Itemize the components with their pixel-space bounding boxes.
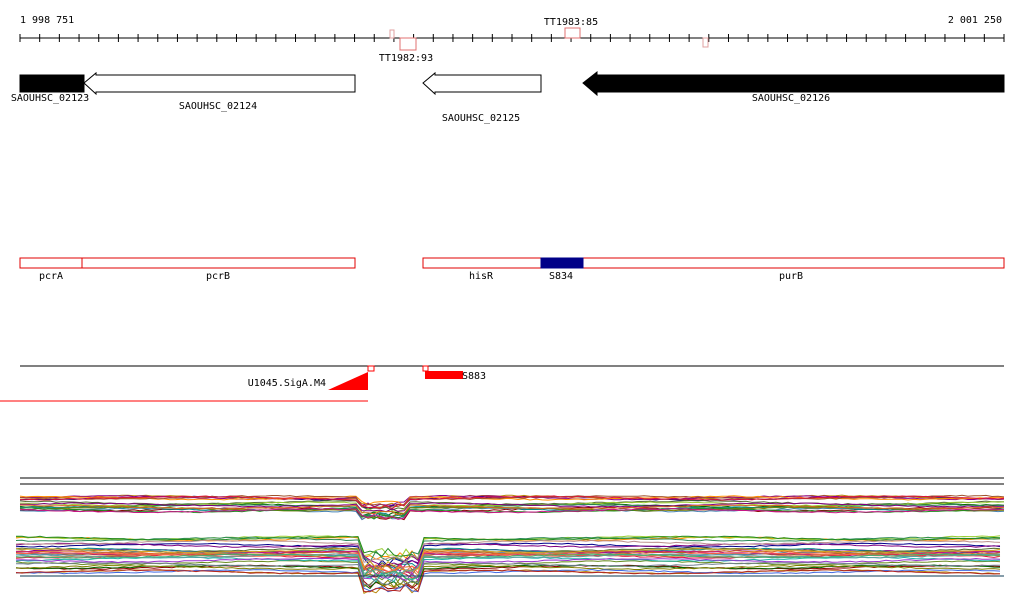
coordinate-ruler: 1 998 751 2 001 250 TT1983:85 TT1982:93	[19, 15, 1005, 64]
srna-tss-box[interactable]	[422, 365, 429, 372]
expression-profile-line	[20, 504, 1005, 516]
expression-profile-line	[15, 561, 1001, 586]
feature-track: U1045.SigA.M4 S883	[0, 365, 1004, 402]
expression-track	[15, 477, 1005, 595]
promoter-label: U1045.SigA.M4	[248, 378, 326, 389]
expression-profiles-group-top	[19, 494, 1005, 521]
expression-profile-line	[15, 568, 1001, 593]
ruler-ticks	[19, 34, 1005, 42]
terminator-marker-small[interactable]	[702, 37, 709, 48]
operon-right-box[interactable]	[422, 257, 1005, 269]
terminator-tt1982-box[interactable]	[399, 37, 417, 51]
promoter-u1045[interactable]: U1045.SigA.M4	[0, 365, 375, 402]
expression-profile-line	[15, 557, 1001, 582]
operon-gene-label-s834: S834	[549, 271, 573, 282]
expression-profile-line	[15, 547, 1001, 572]
expression-profile-line	[15, 551, 1001, 575]
ruler-start-label: 1 998 751	[20, 15, 74, 26]
expression-profile-line	[15, 539, 1001, 563]
expression-profile-line	[15, 542, 1001, 566]
gene-saouhsc-02124[interactable]: SAOUHSC_02124	[83, 71, 356, 112]
expression-profile-line	[15, 569, 1001, 595]
expression-profile-line	[19, 495, 1005, 510]
promoter-tss-box[interactable]	[367, 365, 375, 372]
expression-profile-line	[15, 553, 1001, 576]
gene-arrow[interactable]	[582, 70, 1005, 97]
expression-profile-line	[19, 507, 1005, 520]
gene-arrow[interactable]	[83, 71, 356, 96]
terminator-tt1982[interactable]: TT1982:93	[379, 37, 433, 64]
gene-label: SAOUHSC_02126	[752, 93, 830, 104]
promoter-triangle[interactable]	[328, 372, 368, 390]
gene-saouhsc-02125[interactable]: SAOUHSC_02125	[422, 71, 542, 124]
expression-profile-line	[15, 569, 1001, 593]
operon-gene-label-purb: purB	[779, 271, 803, 282]
gene-label: SAOUHSC_02124	[179, 101, 257, 112]
gene-saouhsc-02123[interactable]: SAOUHSC_02123	[11, 74, 89, 104]
gene-track: SAOUHSC_02123 SAOUHSC_02124 SAOUHSC_0212…	[11, 70, 1005, 124]
expression-profiles-group-bottom	[15, 535, 1001, 595]
expression-profile-line	[19, 502, 1005, 513]
operon-left-box[interactable]	[19, 257, 356, 269]
terminator-tt1983-box[interactable]	[564, 27, 581, 39]
terminator-tt1983[interactable]: TT1983:85	[544, 17, 598, 39]
terminator-tt1983-label: TT1983:85	[544, 17, 598, 28]
gene-saouhsc-02126[interactable]: SAOUHSC_02126	[582, 70, 1005, 104]
operon-gene-label-pcra: pcrA	[39, 271, 63, 282]
operon-gene-label-hisr: hisR	[469, 271, 494, 282]
srna-block[interactable]	[425, 371, 463, 379]
operon-gene-label-pcrb: pcrB	[206, 271, 230, 282]
expression-profile-line	[15, 564, 1001, 590]
gene-arrow[interactable]	[422, 71, 542, 96]
srna-s834-block[interactable]	[540, 257, 584, 269]
ruler-end-label: 2 001 250	[948, 15, 1002, 26]
gene-label: SAOUHSC_02123	[11, 93, 89, 104]
expression-profile-line	[15, 553, 1001, 580]
terminator-tt1982-label: TT1982:93	[379, 53, 433, 64]
expression-profile-line	[15, 535, 1001, 560]
srna-label: S883	[462, 371, 486, 382]
gene-label: SAOUHSC_02125	[442, 113, 520, 124]
expression-profile-line	[15, 542, 1001, 569]
terminator-marker-small[interactable]	[389, 29, 395, 39]
gene-arrow[interactable]	[19, 74, 85, 93]
srna-s883[interactable]: S883	[422, 365, 486, 382]
operon-track: pcrA pcrB hisR S834 purB	[19, 257, 1005, 282]
expression-profile-line	[15, 564, 1001, 588]
expression-profile-line	[15, 547, 1001, 572]
